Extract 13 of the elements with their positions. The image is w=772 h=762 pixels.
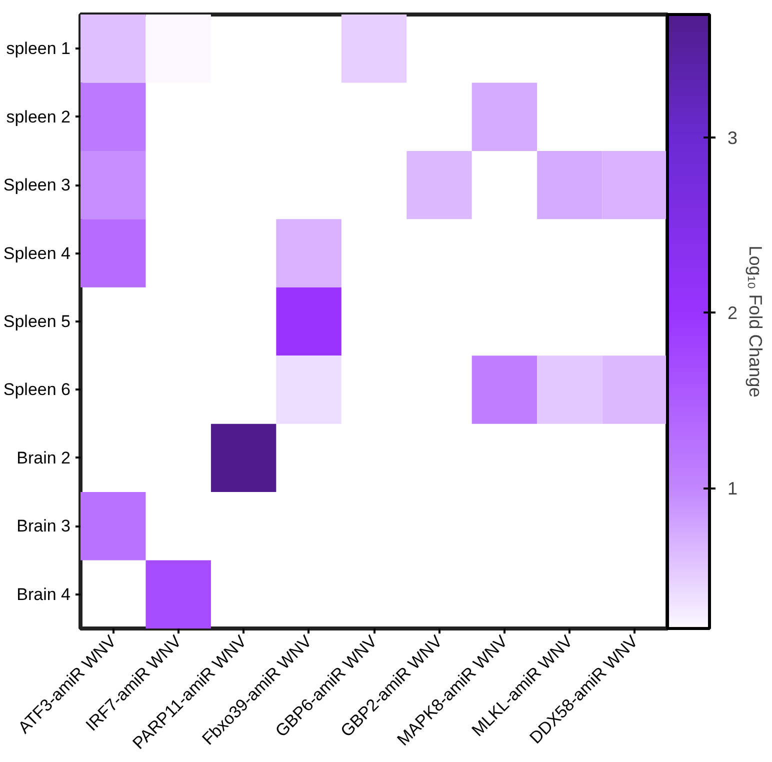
y-tick-label: spleen 1 [6, 39, 71, 58]
color-bar-label: 1 [728, 478, 738, 499]
color-bar-label: 3 [728, 128, 738, 148]
y-tick-label: Spleen 6 [3, 380, 71, 400]
color-bar-label: 2 [728, 303, 738, 324]
color-bar-title: Log₁₀ Fold Change [746, 246, 766, 398]
y-tick-label: spleen 2 [6, 107, 71, 126]
y-tick-label: Brain 4 [16, 584, 71, 604]
y-tick-label: Spleen 4 [3, 244, 71, 263]
y-tick-label: Brain 2 [16, 448, 71, 468]
y-tick-label: Spleen 3 [3, 176, 71, 195]
y-tick-label: Spleen 5 [3, 312, 71, 331]
y-tick-label: Brain 3 [16, 516, 71, 536]
